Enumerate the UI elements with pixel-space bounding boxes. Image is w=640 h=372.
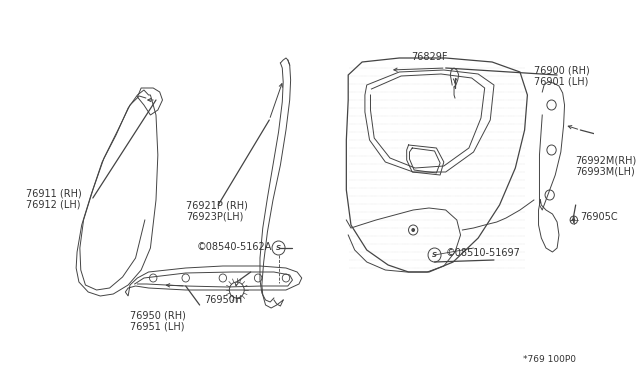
Text: 76905C: 76905C [580, 212, 618, 222]
Text: S: S [276, 245, 281, 251]
Text: 76950H: 76950H [204, 295, 242, 305]
Text: 76950 (RH)
76951 (LH): 76950 (RH) 76951 (LH) [130, 310, 186, 331]
Text: *769 100P0: *769 100P0 [523, 355, 575, 364]
Circle shape [572, 218, 575, 221]
Text: 76992M(RH)
76993M(LH): 76992M(RH) 76993M(LH) [575, 155, 637, 177]
Text: ©08510-51697: ©08510-51697 [445, 248, 520, 258]
Text: 76921P (RH)
76923P(LH): 76921P (RH) 76923P(LH) [186, 200, 248, 222]
Text: S: S [432, 252, 437, 258]
Text: 76900 (RH)
76901 (LH): 76900 (RH) 76901 (LH) [534, 65, 589, 87]
Text: 76829F: 76829F [412, 52, 448, 62]
Circle shape [412, 228, 415, 232]
Text: 76911 (RH)
76912 (LH): 76911 (RH) 76912 (LH) [26, 188, 82, 209]
Text: ©08540-5162A: ©08540-5162A [197, 242, 272, 252]
